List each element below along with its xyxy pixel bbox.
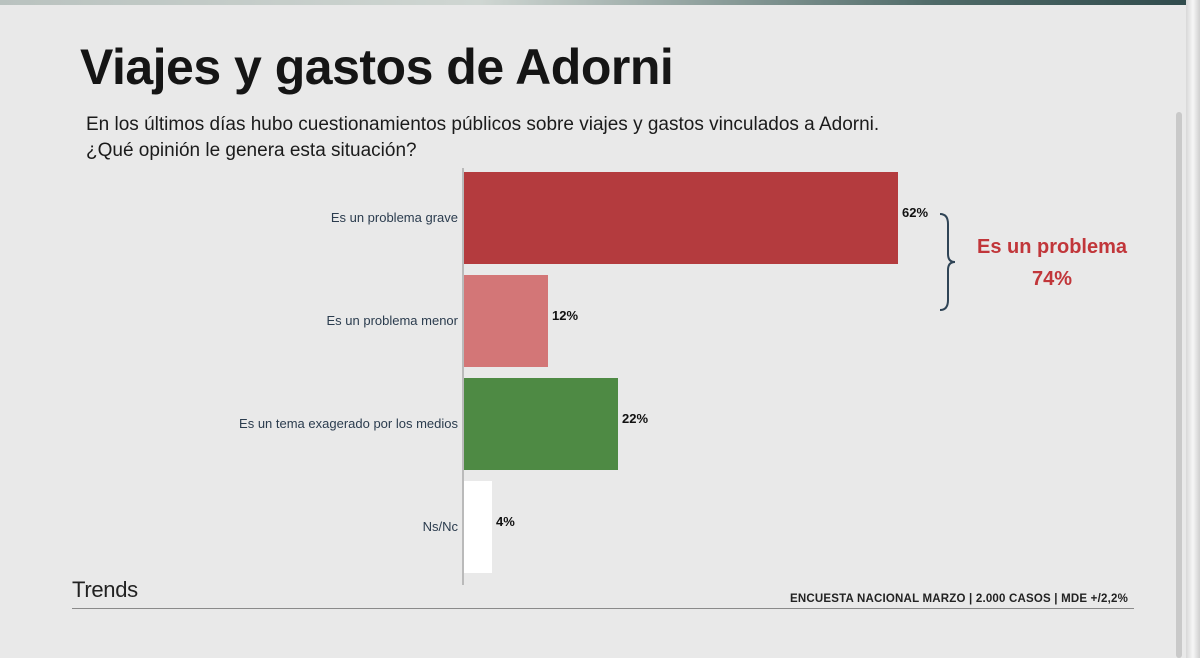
- value-label: 4%: [496, 514, 515, 529]
- chart-title: Viajes y gastos de Adorni: [80, 39, 674, 95]
- survey-source: ENCUESTA NACIONAL MARZO | 2.000 CASOS | …: [790, 593, 1128, 605]
- category-label: Es un tema exagerado por los medios: [239, 416, 458, 431]
- group-bracket: [939, 213, 956, 311]
- top-decorative-strip: [0, 0, 1200, 5]
- group-value: 74%: [1032, 268, 1072, 290]
- subtitle-line-2: ¿Qué opinión le genera esta situación?: [86, 140, 417, 161]
- category-label: Es un problema grave: [331, 210, 458, 225]
- scrollbar[interactable]: [1176, 112, 1182, 658]
- group-label: Es un problema: [977, 236, 1128, 258]
- value-label: 62%: [902, 205, 928, 220]
- footer-divider: [72, 608, 1134, 609]
- bar: [464, 275, 548, 367]
- value-label: 22%: [622, 411, 648, 426]
- bar: [464, 481, 492, 573]
- chart-subtitle: En los últimos días hubo cuestionamiento…: [86, 112, 879, 164]
- value-label: 12%: [552, 308, 578, 323]
- subtitle-line-1: En los últimos días hubo cuestionamiento…: [86, 114, 880, 135]
- category-label: Es un problema menor: [326, 313, 458, 328]
- brand-logo-text: Trends: [72, 577, 138, 602]
- window-edge: [1186, 0, 1200, 658]
- bar: [464, 378, 618, 470]
- category-label: Ns/Nc: [423, 519, 459, 534]
- bar: [464, 172, 898, 264]
